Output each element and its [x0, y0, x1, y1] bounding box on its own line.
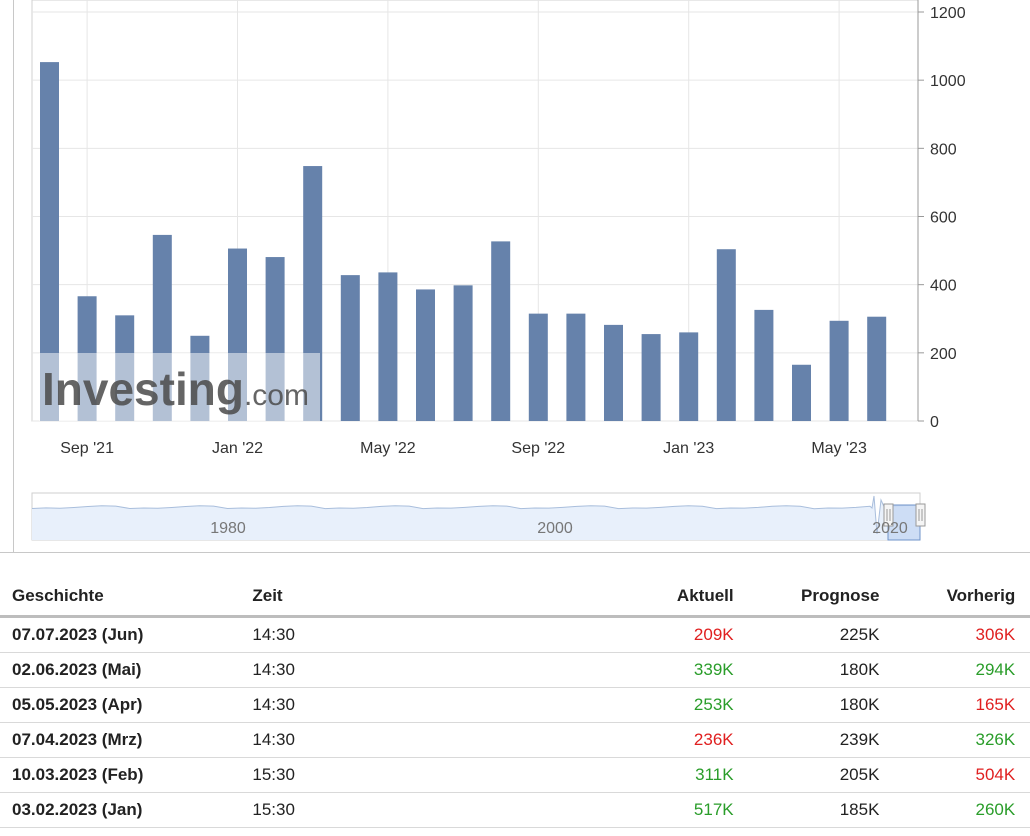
navigator-label: 1980	[210, 520, 246, 537]
row-forecast: 225K	[733, 616, 880, 653]
y-tick-label: 0	[930, 414, 939, 431]
row-forecast: 180K	[733, 687, 880, 723]
row-date: 03.02.2023 (Jan)	[0, 792, 253, 828]
header-forecast[interactable]: Prognose	[733, 577, 880, 618]
bar	[716, 249, 736, 421]
row-date: 02.06.2023 (Mai)	[0, 652, 253, 688]
row-date: 05.05.2023 (Apr)	[0, 687, 253, 723]
y-tick-label: 1200	[930, 5, 966, 22]
row-time: 14:30	[252, 722, 598, 758]
bar	[528, 313, 548, 421]
bar	[416, 289, 435, 421]
bar	[378, 272, 398, 421]
x-tick-label: Jan '22	[212, 440, 263, 457]
bar	[792, 364, 811, 421]
table-row: 07.07.2023 (Jun) 14:30 209K 225K 306K	[0, 616, 1030, 653]
row-previous: 326K	[879, 722, 1016, 758]
row-actual: 236K	[597, 722, 734, 758]
header-history[interactable]: Geschichte	[0, 577, 253, 618]
bar	[566, 313, 586, 421]
y-tick-label: 200	[930, 346, 957, 363]
bar	[604, 324, 623, 421]
row-time: 14:30	[252, 616, 598, 653]
x-tick-label: May '23	[811, 440, 867, 457]
row-date: 10.03.2023 (Feb)	[0, 757, 253, 793]
bar-chart: 0 200 400 600 800 1000 1200 Sep '21 Jan '22 May '…	[31, 0, 966, 541]
y-tick-label: 1000	[930, 73, 966, 90]
row-forecast: 205K	[733, 757, 880, 793]
bar	[679, 332, 699, 421]
bar	[491, 241, 511, 421]
y-tick-label: 400	[930, 278, 957, 295]
row-actual: 339K	[597, 652, 734, 688]
navigator-area	[32, 496, 920, 540]
bar	[754, 309, 774, 421]
row-time: 14:30	[252, 652, 598, 688]
bar	[867, 316, 887, 421]
table-row: 05.05.2023 (Apr) 14:30 253K 180K 165K	[0, 687, 1030, 723]
header-time[interactable]: Zeit	[252, 577, 598, 618]
navigator-label: 2000	[537, 520, 573, 537]
table-row: 07.04.2023 (Mrz) 14:30 236K 239K 326K	[0, 722, 1030, 758]
header-spacer	[1015, 577, 1030, 618]
row-actual: 253K	[597, 687, 734, 723]
row-date: 07.04.2023 (Mrz)	[0, 722, 253, 758]
table-header-row: Geschichte Zeit Aktuell Prognose Vorheri…	[0, 577, 1030, 618]
row-previous: 306K	[879, 616, 1016, 653]
bar	[40, 62, 59, 421]
watermark-band	[39, 353, 320, 421]
navigator-handle-left[interactable]	[883, 503, 894, 527]
x-tick-label: Sep '21	[60, 440, 114, 457]
row-spacer	[1015, 687, 1030, 723]
row-actual: 209K	[597, 616, 734, 653]
x-tick-label: Jan '23	[663, 440, 714, 457]
row-time: 15:30	[252, 792, 598, 828]
navigator-line	[31, 495, 921, 535]
row-time: 14:30	[252, 687, 598, 723]
bar	[340, 275, 360, 421]
row-spacer	[1015, 652, 1030, 688]
table-row: 02.06.2023 (Mai) 14:30 339K 180K 294K	[0, 652, 1030, 688]
row-actual: 517K	[597, 792, 734, 828]
bar	[641, 334, 661, 421]
row-forecast: 180K	[733, 652, 880, 688]
bar	[453, 285, 473, 421]
row-date: 07.07.2023 (Jun)	[0, 616, 253, 653]
table-row: 03.02.2023 (Jan) 15:30 517K 185K 260K	[0, 792, 1030, 828]
row-previous: 165K	[879, 687, 1016, 723]
row-spacer	[1015, 757, 1030, 793]
row-spacer	[1015, 722, 1030, 758]
y-tick-label: 600	[930, 210, 957, 227]
x-tick-label: Sep '22	[511, 440, 565, 457]
table-row: 10.03.2023 (Feb) 15:30 311K 205K 504K	[0, 757, 1030, 793]
navigator-label: 2020	[872, 520, 908, 537]
row-previous: 294K	[879, 652, 1016, 688]
chart-panel: 0 200 400 600 800 1000 1200 Sep '21 Jan '22 May '…	[0, 0, 1030, 553]
row-actual: 311K	[597, 757, 734, 793]
y-tick-label: 800	[930, 141, 957, 158]
row-previous: 504K	[879, 757, 1016, 793]
bar	[829, 320, 849, 421]
row-time: 15:30	[252, 757, 598, 793]
x-tick-label: May '22	[360, 440, 416, 457]
watermark-logo: Investing.com	[42, 363, 309, 415]
row-spacer	[1015, 616, 1030, 653]
header-previous[interactable]: Vorherig	[879, 577, 1016, 618]
navigator-handle-right[interactable]	[915, 503, 926, 527]
header-actual[interactable]: Aktuell	[597, 577, 734, 618]
row-spacer	[1015, 792, 1030, 828]
row-forecast: 185K	[733, 792, 880, 828]
history-table: Geschichte Zeit Aktuell Prognose Vorheri…	[0, 577, 1030, 828]
row-previous: 260K	[879, 792, 1016, 828]
row-forecast: 239K	[733, 722, 880, 758]
